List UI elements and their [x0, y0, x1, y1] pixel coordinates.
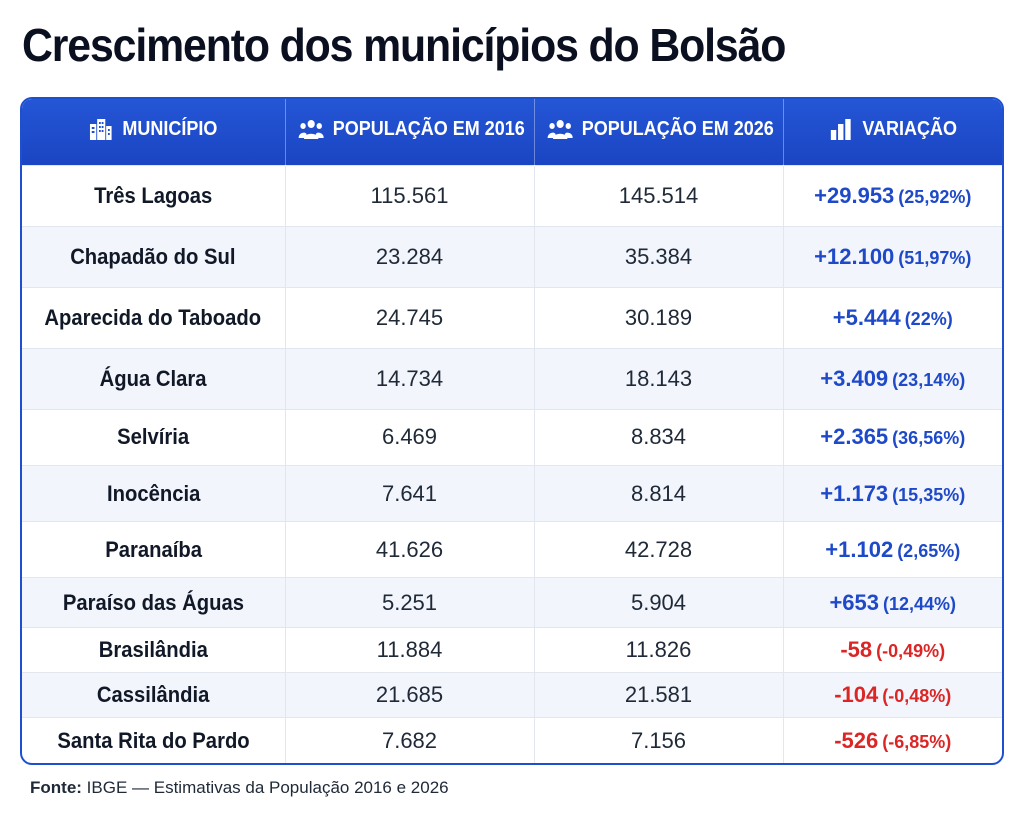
municipio-cell: Três Lagoas [22, 164, 286, 227]
pop2016-cell: 24.745 [285, 286, 535, 349]
header-populacao-2026[interactable]: POPULAÇÃO EM 2026 [534, 99, 784, 165]
variacao-cell: +2.365 (36,56%) [783, 408, 1002, 466]
header-label: MUNICÍPIO [122, 117, 218, 140]
pop2026-cell: 8.814 [534, 464, 784, 522]
variacao-percentual: (12,44%) [883, 593, 957, 614]
variacao-absoluta: +1.102 [825, 536, 894, 562]
variacao-percentual: (15,35%) [892, 484, 966, 505]
table-row: Selvíria 6.469 8.834 +2.365 (36,56%) [22, 408, 1002, 466]
variacao-absoluta: +653 [829, 589, 879, 615]
variacao-cell: +3.409 (23,14%) [783, 347, 1002, 410]
table-row: Paranaíba 41.626 42.728 +1.102 (2,65%) [22, 521, 1002, 578]
variacao-percentual: (51,97%) [898, 247, 972, 268]
variacao-percentual: (-6,85%) [882, 731, 952, 752]
pop2016-cell: 11.884 [285, 627, 535, 673]
pop2016-cell: 41.626 [285, 521, 535, 578]
pop2026-cell: 7.156 [534, 717, 784, 763]
pop2016-cell: 7.641 [285, 464, 535, 522]
table-row: Cassilândia 21.685 21.581 -104 (-0,48%) [22, 672, 1002, 718]
variacao-cell: +5.444 (22%) [783, 286, 1002, 349]
bar-chart-icon [831, 119, 851, 140]
variacao-cell: -526 (-6,85%) [783, 717, 1002, 763]
pop2026-cell: 42.728 [534, 521, 784, 578]
pop2026-cell: 30.189 [534, 286, 784, 349]
pop2016-cell: 6.469 [285, 408, 535, 466]
pop2016-cell: 21.685 [285, 672, 535, 718]
variacao-percentual: (22%) [904, 308, 953, 329]
variacao-absoluta: +12.100 [814, 243, 895, 269]
table-row: Brasilândia 11.884 11.826 -58 (-0,49%) [22, 627, 1002, 673]
municipio-cell: Aparecida do Taboado [22, 286, 286, 349]
pop2016-cell: 5.251 [285, 577, 535, 628]
table-row: Aparecida do Taboado 24.745 30.189 +5.44… [22, 286, 1002, 349]
people-icon [298, 120, 324, 139]
municipio-cell: Paranaíba [22, 521, 286, 578]
pop2016-cell: 23.284 [285, 225, 535, 288]
table-row: Inocência 7.641 8.814 +1.173 (15,35%) [22, 464, 1002, 522]
variacao-percentual: (-0,48%) [882, 686, 952, 707]
source-note: Fonte: IBGE — Estimativas da População 2… [30, 778, 449, 798]
variacao-absoluta: +2.365 [820, 424, 889, 450]
municipio-cell: Brasilândia [22, 627, 286, 673]
header-label: POPULAÇÃO EM 2026 [581, 117, 774, 140]
pop2026-cell: 5.904 [534, 577, 784, 628]
pop2016-cell: 14.734 [285, 347, 535, 410]
page-title: Crescimento dos municípios do Bolsão [22, 19, 786, 71]
pop2016-cell: 7.682 [285, 717, 535, 763]
pop2026-cell: 11.826 [534, 627, 784, 673]
variacao-absoluta: +29.953 [814, 182, 895, 208]
population-table-grid: MUNICÍPIO POPULAÇÃO EM 2016 [22, 99, 1002, 763]
source-text: IBGE — Estimativas da População 2016 e 2… [86, 778, 449, 797]
municipio-cell: Selvíria [22, 408, 286, 466]
variacao-absoluta: +3.409 [820, 365, 889, 391]
pop2026-cell: 18.143 [534, 347, 784, 410]
table-row: Paraíso das Águas 5.251 5.904 +653 (12,44… [22, 577, 1002, 628]
municipio-cell: Água Clara [22, 347, 286, 410]
pop2026-cell: 8.834 [534, 408, 784, 466]
population-table: MUNICÍPIO POPULAÇÃO EM 2016 [20, 97, 1004, 765]
buildings-icon [90, 119, 113, 140]
table-row: Chapadão do Sul 23.284 35.384 +12.100 (51… [22, 225, 1002, 288]
table-row: Santa Rita do Pardo 7.682 7.156 -526 (-6,… [22, 717, 1002, 763]
variacao-cell: +653 (12,44%) [783, 577, 1002, 628]
header-label: POPULAÇÃO EM 2016 [332, 117, 525, 140]
municipio-cell: Cassilândia [22, 672, 286, 718]
municipio-cell: Inocência [22, 464, 286, 522]
header-variacao[interactable]: VARIAÇÃO [783, 99, 1002, 165]
variacao-percentual: (25,92%) [898, 186, 972, 207]
header-populacao-2016[interactable]: POPULAÇÃO EM 2016 [285, 99, 535, 165]
variacao-percentual: (23,14%) [892, 369, 966, 390]
variacao-absoluta: +1.173 [820, 480, 889, 506]
header-label: VARIAÇÃO [862, 117, 958, 140]
table-header-row: MUNICÍPIO POPULAÇÃO EM 2016 [22, 99, 1002, 165]
header-municipio[interactable]: MUNICÍPIO [22, 99, 286, 165]
variacao-percentual: (2,65%) [897, 540, 961, 561]
pop2026-cell: 21.581 [534, 672, 784, 718]
pop2026-cell: 145.514 [534, 164, 784, 227]
table-row: Três Lagoas 115.561 145.514 +29.953 (25,9… [22, 164, 1002, 227]
variacao-cell: +1.173 (15,35%) [783, 464, 1002, 522]
municipio-cell: Santa Rita do Pardo [22, 717, 286, 763]
variacao-cell: +29.953 (25,92%) [783, 164, 1002, 227]
variacao-absoluta: +5.444 [832, 304, 901, 330]
variacao-percentual: (36,56%) [892, 428, 966, 449]
pop2016-cell: 115.561 [285, 164, 535, 227]
variacao-cell: +1.102 (2,65%) [783, 521, 1002, 578]
pop2026-cell: 35.384 [534, 225, 784, 288]
variacao-cell: -104 (-0,48%) [783, 672, 1002, 718]
variacao-percentual: (-0,49%) [876, 641, 946, 662]
variacao-cell: +12.100 (51,97%) [783, 225, 1002, 288]
municipio-cell: Paraíso das Águas [22, 577, 286, 628]
people-icon [547, 120, 573, 139]
table-row: Água Clara 14.734 18.143 +3.409 (23,14%) [22, 347, 1002, 410]
variacao-absoluta: -104 [834, 682, 879, 708]
variacao-cell: -58 (-0,49%) [783, 627, 1002, 673]
variacao-absoluta: -526 [834, 727, 879, 753]
variacao-absoluta: -58 [840, 637, 873, 663]
source-label: Fonte: [30, 778, 82, 797]
municipio-cell: Chapadão do Sul [22, 225, 286, 288]
